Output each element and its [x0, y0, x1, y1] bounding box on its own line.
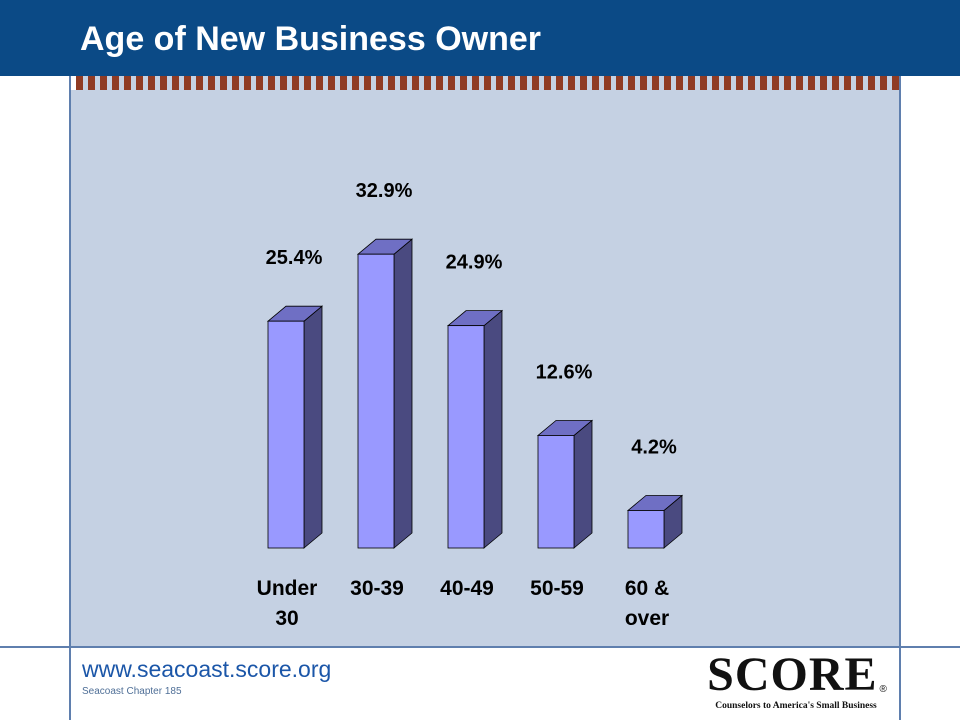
x-tick-label: over	[625, 607, 669, 630]
data-label: 24.9%	[446, 252, 503, 274]
bar-front-face	[537, 435, 575, 549]
bar-front-face	[627, 510, 665, 549]
bar-front-face	[267, 320, 305, 549]
score-logo: SCORE ® Counselors to America's Small Bus…	[706, 648, 887, 714]
registered-mark: ®	[879, 684, 887, 695]
bar-2	[356, 238, 414, 549]
data-label: 32.9%	[356, 180, 413, 202]
bar-side-face	[393, 238, 413, 549]
x-tick-label: 30-39	[350, 577, 404, 600]
x-tick-label: Under	[257, 577, 318, 600]
x-tick-label: 40-49	[440, 577, 494, 600]
logo-wordmark: SCORE	[707, 648, 878, 701]
bar-front-face	[357, 253, 395, 549]
bar-3	[446, 309, 504, 549]
logo-tagline: Counselors to America's Small Business	[715, 701, 877, 711]
bar-side-face	[573, 419, 593, 549]
bar-5	[626, 494, 684, 549]
bar-side-face	[483, 309, 503, 549]
chapter-label: Seacoast Chapter 185	[82, 686, 182, 697]
data-label: 4.2%	[631, 436, 677, 458]
website-link[interactable]: www.seacoast.score.org	[82, 656, 332, 682]
frame-line-right	[899, 76, 901, 720]
bar-front-face	[447, 325, 485, 549]
frame-line-left	[69, 76, 71, 720]
data-label: 12.6%	[536, 361, 593, 383]
frame-line-bottom	[0, 646, 960, 648]
bar-side-face	[303, 305, 323, 549]
title-bar	[0, 0, 960, 76]
bar-4	[536, 419, 594, 549]
data-label: 25.4%	[266, 247, 323, 269]
x-tick-label: 60 &	[625, 577, 669, 600]
bar-1	[266, 305, 324, 549]
x-tick-label: 50-59	[530, 577, 584, 600]
x-tick-label: 30	[275, 607, 298, 630]
decorative-strip	[76, 76, 900, 90]
slide-title: Age of New Business Owner	[80, 20, 541, 58]
